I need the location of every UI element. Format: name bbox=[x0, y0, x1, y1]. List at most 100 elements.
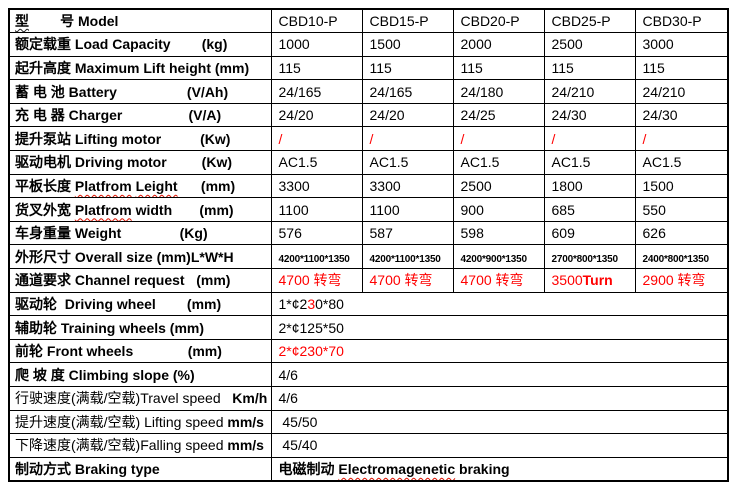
text-segment: 4700 转弯 bbox=[460, 272, 524, 289]
text-segment: Leight bbox=[135, 177, 178, 194]
platform-width-label: 货叉外宽 Platfrom width (mm) bbox=[8, 197, 272, 222]
load-capacity-value-cbd10-p: 1000 bbox=[270, 32, 363, 57]
platform-length-value-cbd30-p: 1500 bbox=[634, 173, 729, 199]
platform-width-value-cbd25-p: 685 bbox=[543, 197, 636, 222]
front-wheels-value: 2*¢230*70 bbox=[270, 338, 729, 364]
text-segment: CBD15-P bbox=[369, 13, 429, 30]
load-capacity-value-cbd15-p: 1500 bbox=[361, 32, 454, 57]
falling-speed-value: 45/40 bbox=[270, 433, 729, 458]
driving-motor-value-cbd10-p: AC1.5 bbox=[270, 150, 363, 175]
front-wheels-label: 前轮 Front wheels (mm) bbox=[8, 338, 272, 364]
text-segment: / bbox=[551, 130, 556, 147]
driving-wheel-value: 1*¢230*80 bbox=[270, 291, 729, 317]
text-segment: Platfrom bbox=[74, 201, 132, 218]
text-segment: 提升速度(满载/空载) Lifting speed bbox=[15, 413, 228, 430]
text-segment: 2400*800*1350 bbox=[642, 253, 710, 265]
driving-motor-label: 驱动电机 Driving motor (Kw) bbox=[8, 150, 272, 175]
load-capacity-value-cbd20-p: 2000 bbox=[452, 32, 545, 57]
text-segment: CBD10-P bbox=[278, 13, 338, 30]
text-segment: 车身重量 Weight (Kg) bbox=[15, 225, 208, 242]
text-segment: 4/6 bbox=[278, 366, 298, 383]
lifting-speed-label: 提升速度(满载/空载) Lifting speed mm/s bbox=[8, 409, 272, 435]
table-row-model: 型 号 Model CBD10-P CBD15-P CBD20-P CBD25-P CBD… bbox=[8, 8, 729, 34]
driving-motor-value-cbd15-p: AC1.5 bbox=[361, 150, 454, 175]
weight-value-cbd25-p: 609 bbox=[543, 220, 636, 246]
text-segment: 3300 bbox=[369, 177, 401, 194]
lifting-motor-value-cbd30-p: / bbox=[634, 126, 729, 152]
text-segment: 下降速度(满载/空载)Falling speed bbox=[15, 437, 228, 454]
battery-value-cbd25-p: 24/210 bbox=[543, 79, 636, 104]
text-segment: 2000 bbox=[460, 36, 492, 53]
table-row-lifting-motor: 提升泵站 Lifting motor (Kw) / / / / / bbox=[8, 126, 729, 152]
text-segment: 598 bbox=[460, 225, 484, 242]
text-segment: 587 bbox=[369, 225, 393, 242]
table-row-load-capacity: 额定载重 Load Capacity (kg) 1000 1500 2000 2500 3… bbox=[8, 32, 729, 57]
lifting-motor-label: 提升泵站 Lifting motor (Kw) bbox=[8, 126, 272, 152]
text-segment: Platfrom bbox=[74, 177, 132, 194]
text-segment: 制动方式 Braking type bbox=[15, 460, 160, 477]
max-lift-height-value-cbd10-p: 115 bbox=[270, 55, 363, 81]
text-segment: 充 电 器 Charger (V/A) bbox=[15, 107, 222, 124]
text-segment: 起升高度 Maximum Lift height (mm) bbox=[15, 59, 250, 76]
battery-value-cbd15-p: 24/165 bbox=[361, 79, 454, 104]
lifting-motor-value-cbd25-p: / bbox=[543, 126, 636, 152]
text-segment: / bbox=[278, 130, 283, 147]
overall-size-label: 外形尺寸 Overall size (mm)L*W*H bbox=[8, 244, 272, 270]
text-segment: 115 bbox=[278, 59, 301, 76]
battery-label: 蓄 电 池 Battery (V/Ah) bbox=[8, 79, 272, 104]
table-row-driving-motor: 驱动电机 Driving motor (Kw) AC1.5 AC1.5 AC1.5 AC… bbox=[8, 150, 729, 175]
text-segment: / bbox=[460, 130, 465, 147]
text-segment: 2700*800*1350 bbox=[551, 253, 619, 265]
text-segment: Km/h bbox=[232, 390, 268, 407]
driving-wheel-label: 驱动轮 Driving wheel (mm) bbox=[8, 291, 272, 317]
text-segment: 1800 bbox=[551, 177, 583, 194]
text-segment: 45/50 bbox=[278, 413, 318, 430]
text-segment: 45/40 bbox=[278, 437, 318, 454]
text-segment: 4200*1100*1350 bbox=[278, 253, 350, 265]
text-segment: 24/20 bbox=[278, 107, 314, 124]
overall-size-value-cbd25-p: 2700*800*1350 bbox=[543, 244, 636, 270]
text-segment: 1100 bbox=[278, 201, 309, 218]
text-segment: 2500 bbox=[460, 177, 492, 194]
channel-request-value-cbd10-p: 4700 转弯 bbox=[270, 268, 363, 293]
document-page: 型 号 Model CBD10-P CBD15-P CBD20-P CBD25-P CBD… bbox=[8, 8, 729, 482]
channel-request-label: 通道要求 Channel request (mm) bbox=[8, 268, 272, 293]
text-segment: 行驶速度(满载/空载)Travel speed bbox=[15, 390, 233, 407]
text-segment: 4700 转弯 bbox=[369, 272, 433, 289]
text-segment: 2500 bbox=[551, 36, 583, 53]
weight-value-cbd15-p: 587 bbox=[361, 220, 454, 246]
text-segment: AC1.5 bbox=[551, 154, 591, 171]
channel-request-value-cbd30-p: 2900 转弯 bbox=[634, 268, 729, 293]
platform-width-value-cbd15-p: 1100 bbox=[361, 197, 454, 222]
text-segment: 24/180 bbox=[460, 83, 504, 100]
text-segment: 24/165 bbox=[278, 83, 322, 100]
driving-motor-value-cbd30-p: AC1.5 bbox=[634, 150, 729, 175]
table-row-climbing-slope: 爬 坡 度 Climbing slope (%) 4/6 bbox=[8, 362, 729, 387]
travel-speed-label: 行驶速度(满载/空载)Travel speed Km/h bbox=[8, 386, 272, 411]
lifting-motor-value-cbd20-p: / bbox=[452, 126, 545, 152]
text-segment: 3000 bbox=[642, 36, 674, 53]
platform-length-value-cbd25-p: 1800 bbox=[543, 173, 636, 199]
overall-size-value-cbd10-p: 4200*1100*1350 bbox=[270, 244, 363, 270]
text-segment: 1500 bbox=[369, 36, 401, 53]
text-segment: 3300 bbox=[278, 177, 310, 194]
load-capacity-label: 额定载重 Load Capacity (kg) bbox=[8, 32, 272, 57]
table-row-driving-wheel: 驱动轮 Driving wheel (mm) 1*¢230*80 bbox=[8, 291, 729, 317]
text-segment: AC1.5 bbox=[460, 154, 500, 171]
braking-type-label: 制动方式 Braking type bbox=[8, 456, 272, 482]
text-segment: 3500 bbox=[551, 272, 583, 289]
text-segment: 115 bbox=[642, 59, 665, 76]
text-segment: 24/30 bbox=[642, 107, 678, 124]
channel-request-value-cbd15-p: 4700 转弯 bbox=[361, 268, 454, 293]
weight-value-cbd20-p: 598 bbox=[452, 220, 545, 246]
charger-value-cbd20-p: 24/25 bbox=[452, 102, 545, 128]
charger-value-cbd25-p: 24/30 bbox=[543, 102, 636, 128]
platform-length-value-cbd15-p: 3300 bbox=[361, 173, 454, 199]
driving-motor-value-cbd20-p: AC1.5 bbox=[452, 150, 545, 175]
battery-value-cbd20-p: 24/180 bbox=[452, 79, 545, 104]
text-segment: 外形尺寸 Overall size (mm)L*W*H bbox=[15, 248, 234, 265]
text-segment: 576 bbox=[278, 225, 302, 242]
text-segment: mm/s bbox=[227, 413, 264, 430]
text-segment: (mm) bbox=[177, 177, 236, 194]
text-segment: 电磁制动 bbox=[278, 460, 339, 477]
